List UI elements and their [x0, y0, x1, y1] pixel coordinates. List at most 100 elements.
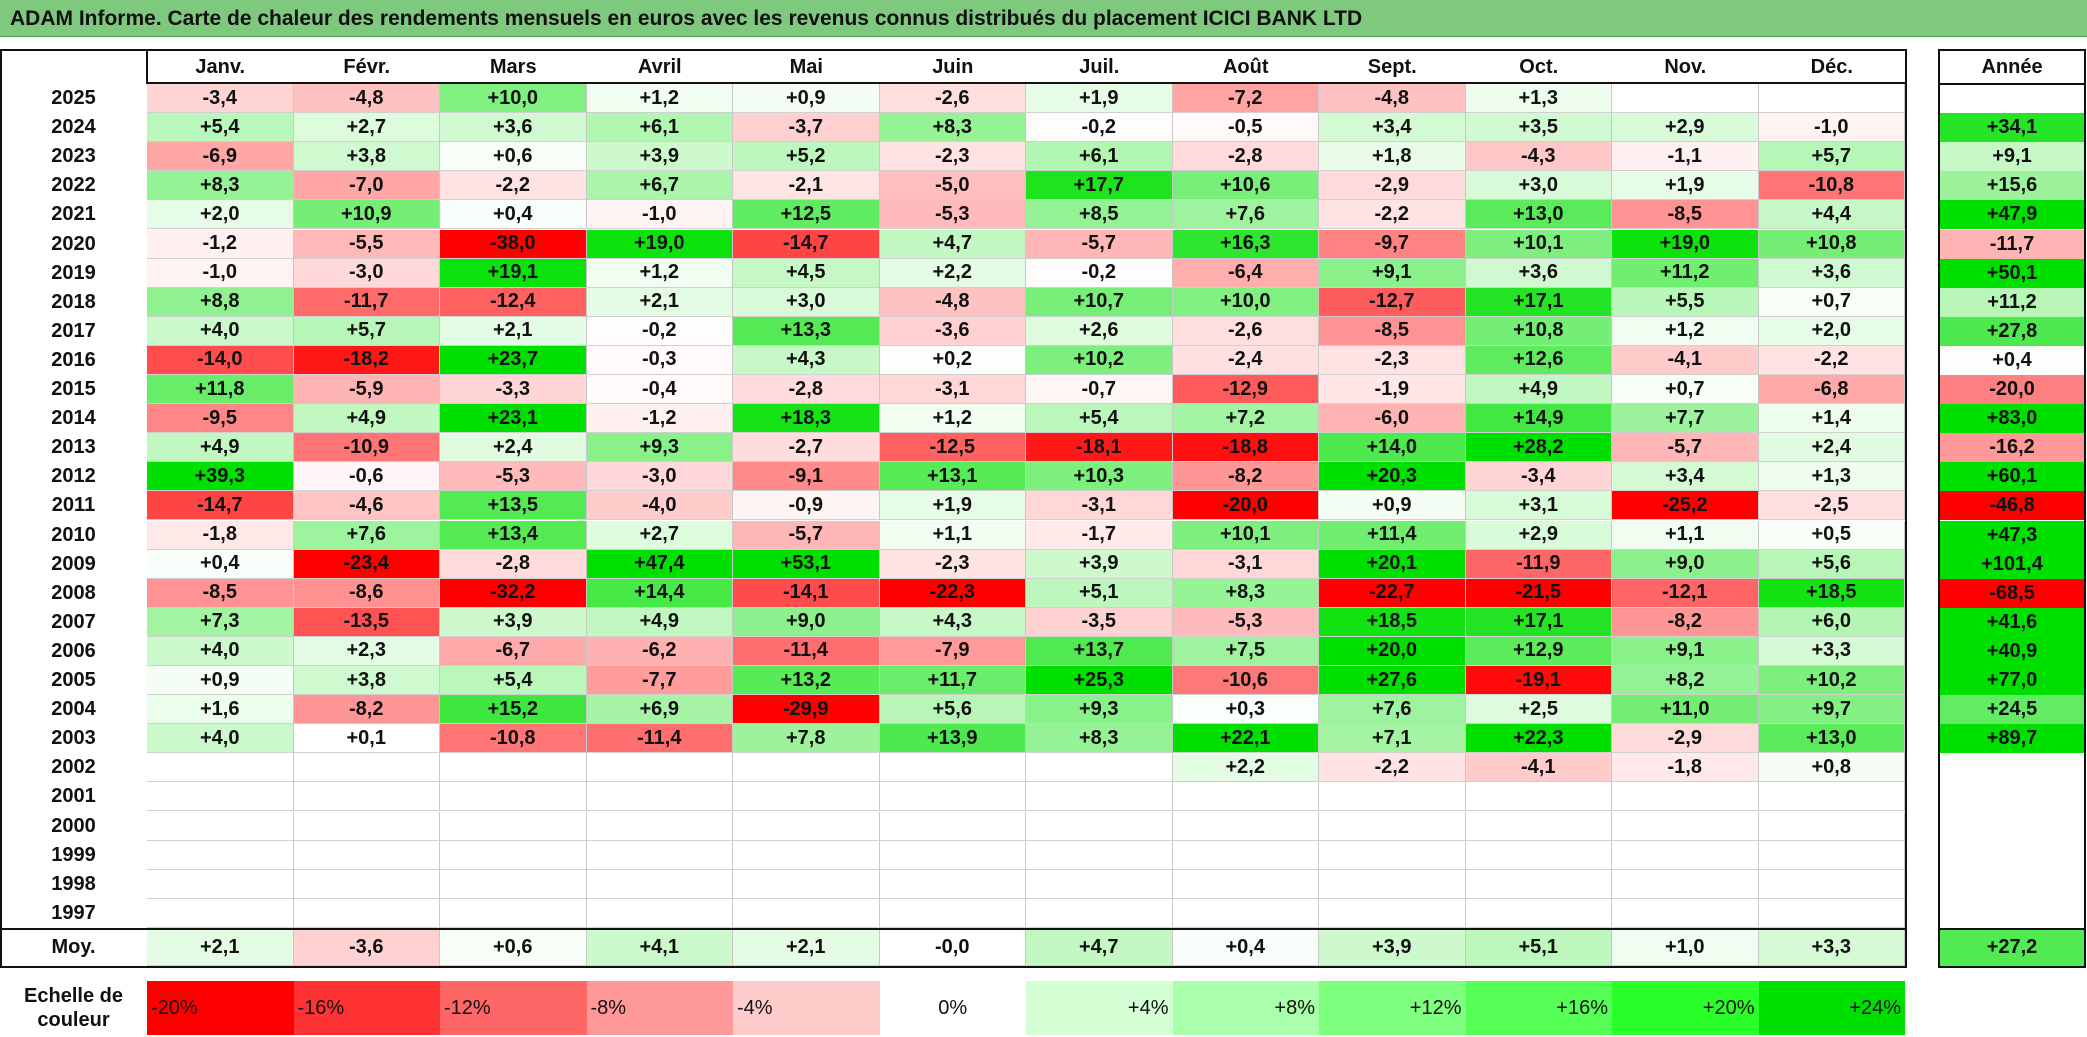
heatmap-cell: [1172, 782, 1319, 812]
heatmap-cell: [1758, 898, 1905, 928]
heatmap-cell: [1172, 840, 1319, 870]
color-scale-swatch: +4%: [1026, 981, 1173, 1035]
heatmap-cell: -12,5: [879, 433, 1026, 463]
annual-cell: +40,9: [1939, 636, 2085, 666]
heatmap-cell: [879, 811, 1026, 841]
heatmap-cell: -3,5: [1026, 607, 1173, 637]
heatmap-cell: +5,5: [1612, 287, 1759, 317]
heatmap-cell: -1,9: [1319, 375, 1466, 405]
heatmap-cell: -5,7: [733, 520, 880, 550]
heatmap-cell: +1,2: [879, 404, 1026, 434]
heatmap-cell: -13,5: [293, 607, 440, 637]
heatmap-cell: +2,6: [1026, 316, 1173, 346]
year-label: 2007: [51, 610, 96, 633]
heatmap-cell: -3,1: [879, 375, 1026, 405]
heatmap-cell: -0,9: [733, 491, 880, 521]
heatmap-cell: -1,1: [1612, 142, 1759, 172]
heatmap-cell: +6,1: [1026, 142, 1173, 172]
heatmap-cell: +13,0: [1758, 724, 1905, 754]
heatmap-cell: -12,7: [1319, 287, 1466, 317]
heatmap-cell: -11,9: [1465, 549, 1612, 579]
heatmap-cell: +1,9: [879, 491, 1026, 521]
year-label: 2012: [51, 465, 96, 488]
heatmap-cell: -2,9: [1612, 724, 1759, 754]
heatmap-cell: -12,4: [440, 287, 587, 317]
heatmap-cell: -12,9: [1172, 375, 1319, 405]
heatmap-cell: +11,0: [1612, 695, 1759, 725]
heatmap-cell: +4,0: [147, 316, 294, 346]
heatmap-cell: [147, 753, 294, 783]
annual-cell: +27,8: [1939, 316, 2085, 346]
heatmap-cell: +8,3: [1026, 724, 1173, 754]
annual-cell: [1939, 869, 2085, 899]
annual-cell: +60,1: [1939, 462, 2085, 492]
color-scale-swatch: +20%: [1612, 981, 1759, 1035]
heatmap-cell: -6,7: [440, 636, 587, 666]
heatmap-cell: [1612, 898, 1759, 928]
heatmap-cell: +5,4: [147, 113, 294, 143]
heatmap-cell: -18,1: [1026, 433, 1173, 463]
heatmap-cell: +2,2: [1172, 753, 1319, 783]
heatmap-cell: +8,3: [1172, 578, 1319, 608]
heatmap-cell: +23,7: [440, 345, 587, 375]
heatmap-cell: -9,7: [1319, 229, 1466, 259]
heatmap-cell: +0,4: [147, 549, 294, 579]
heatmap-cell: -18,2: [293, 345, 440, 375]
heatmap-cell: +4,9: [147, 433, 294, 463]
annual-cell: +0,4: [1939, 345, 2085, 375]
heatmap-cell: [1319, 840, 1466, 870]
heatmap-cell: -6,8: [1758, 375, 1905, 405]
heatmap-cell: -7,2: [1172, 84, 1319, 114]
heatmap-cell: +13,1: [879, 462, 1026, 492]
heatmap-cell: -4,1: [1465, 753, 1612, 783]
heatmap-cell: -0,6: [293, 462, 440, 492]
heatmap-cell: -14,1: [733, 578, 880, 608]
heatmap-cell: [586, 898, 733, 928]
heatmap-cell: [733, 753, 880, 783]
heatmap-cell: +5,7: [293, 316, 440, 346]
average-cell: +3,3: [1758, 929, 1905, 966]
heatmap-cell: +13,2: [733, 666, 880, 696]
heatmap-cell: +14,0: [1319, 433, 1466, 463]
heatmap-cell: +17,1: [1465, 607, 1612, 637]
heatmap-cell: -3,4: [147, 84, 294, 114]
heatmap-cell: -4,8: [1319, 84, 1466, 114]
heatmap-cell: +39,3: [147, 462, 294, 492]
heatmap-cell: [293, 898, 440, 928]
heatmap-cell: -2,3: [879, 549, 1026, 579]
heatmap-cell: [440, 869, 587, 899]
heatmap-cell: -2,8: [1172, 142, 1319, 172]
heatmap-cell: -38,0: [440, 229, 587, 259]
heatmap-cell: [293, 840, 440, 870]
heatmap-cell: -7,9: [879, 636, 1026, 666]
heatmap-cell: [1172, 869, 1319, 899]
heatmap-cell: -5,7: [1612, 433, 1759, 463]
heatmap-cell: [733, 898, 880, 928]
month-header: Avril: [637, 56, 682, 78]
heatmap-cell: [1319, 898, 1466, 928]
heatmap-cell: [879, 782, 1026, 812]
heatmap-cell: -14,0: [147, 345, 294, 375]
heatmap-cell: [293, 782, 440, 812]
heatmap-cell: [879, 840, 1026, 870]
heatmap-cell: -5,9: [293, 375, 440, 405]
heatmap-cell: +3,4: [1319, 113, 1466, 143]
annual-cell: [1939, 84, 2085, 114]
heatmap-cell: +1,3: [1465, 84, 1612, 114]
heatmap-cell: -5,3: [440, 462, 587, 492]
average-cell: +0,6: [440, 929, 587, 966]
heatmap-cell: [440, 898, 587, 928]
color-scale-label: Echelle de couleur: [24, 985, 123, 1031]
heatmap-cell: -2,2: [1319, 200, 1466, 230]
year-label: 2023: [51, 145, 96, 168]
annual-cell: [1939, 782, 2085, 812]
year-label: 2018: [51, 290, 96, 313]
heatmap-cell: +2,5: [1465, 695, 1612, 725]
heatmap-cell: [147, 811, 294, 841]
heatmap-cell: -8,5: [1319, 316, 1466, 346]
annual-cell: +15,6: [1939, 171, 2085, 201]
month-header: Nov.: [1664, 56, 1707, 78]
heatmap-cell: [879, 869, 1026, 899]
color-scale-swatch: -16%: [293, 981, 440, 1035]
heatmap-cell: [1026, 840, 1173, 870]
